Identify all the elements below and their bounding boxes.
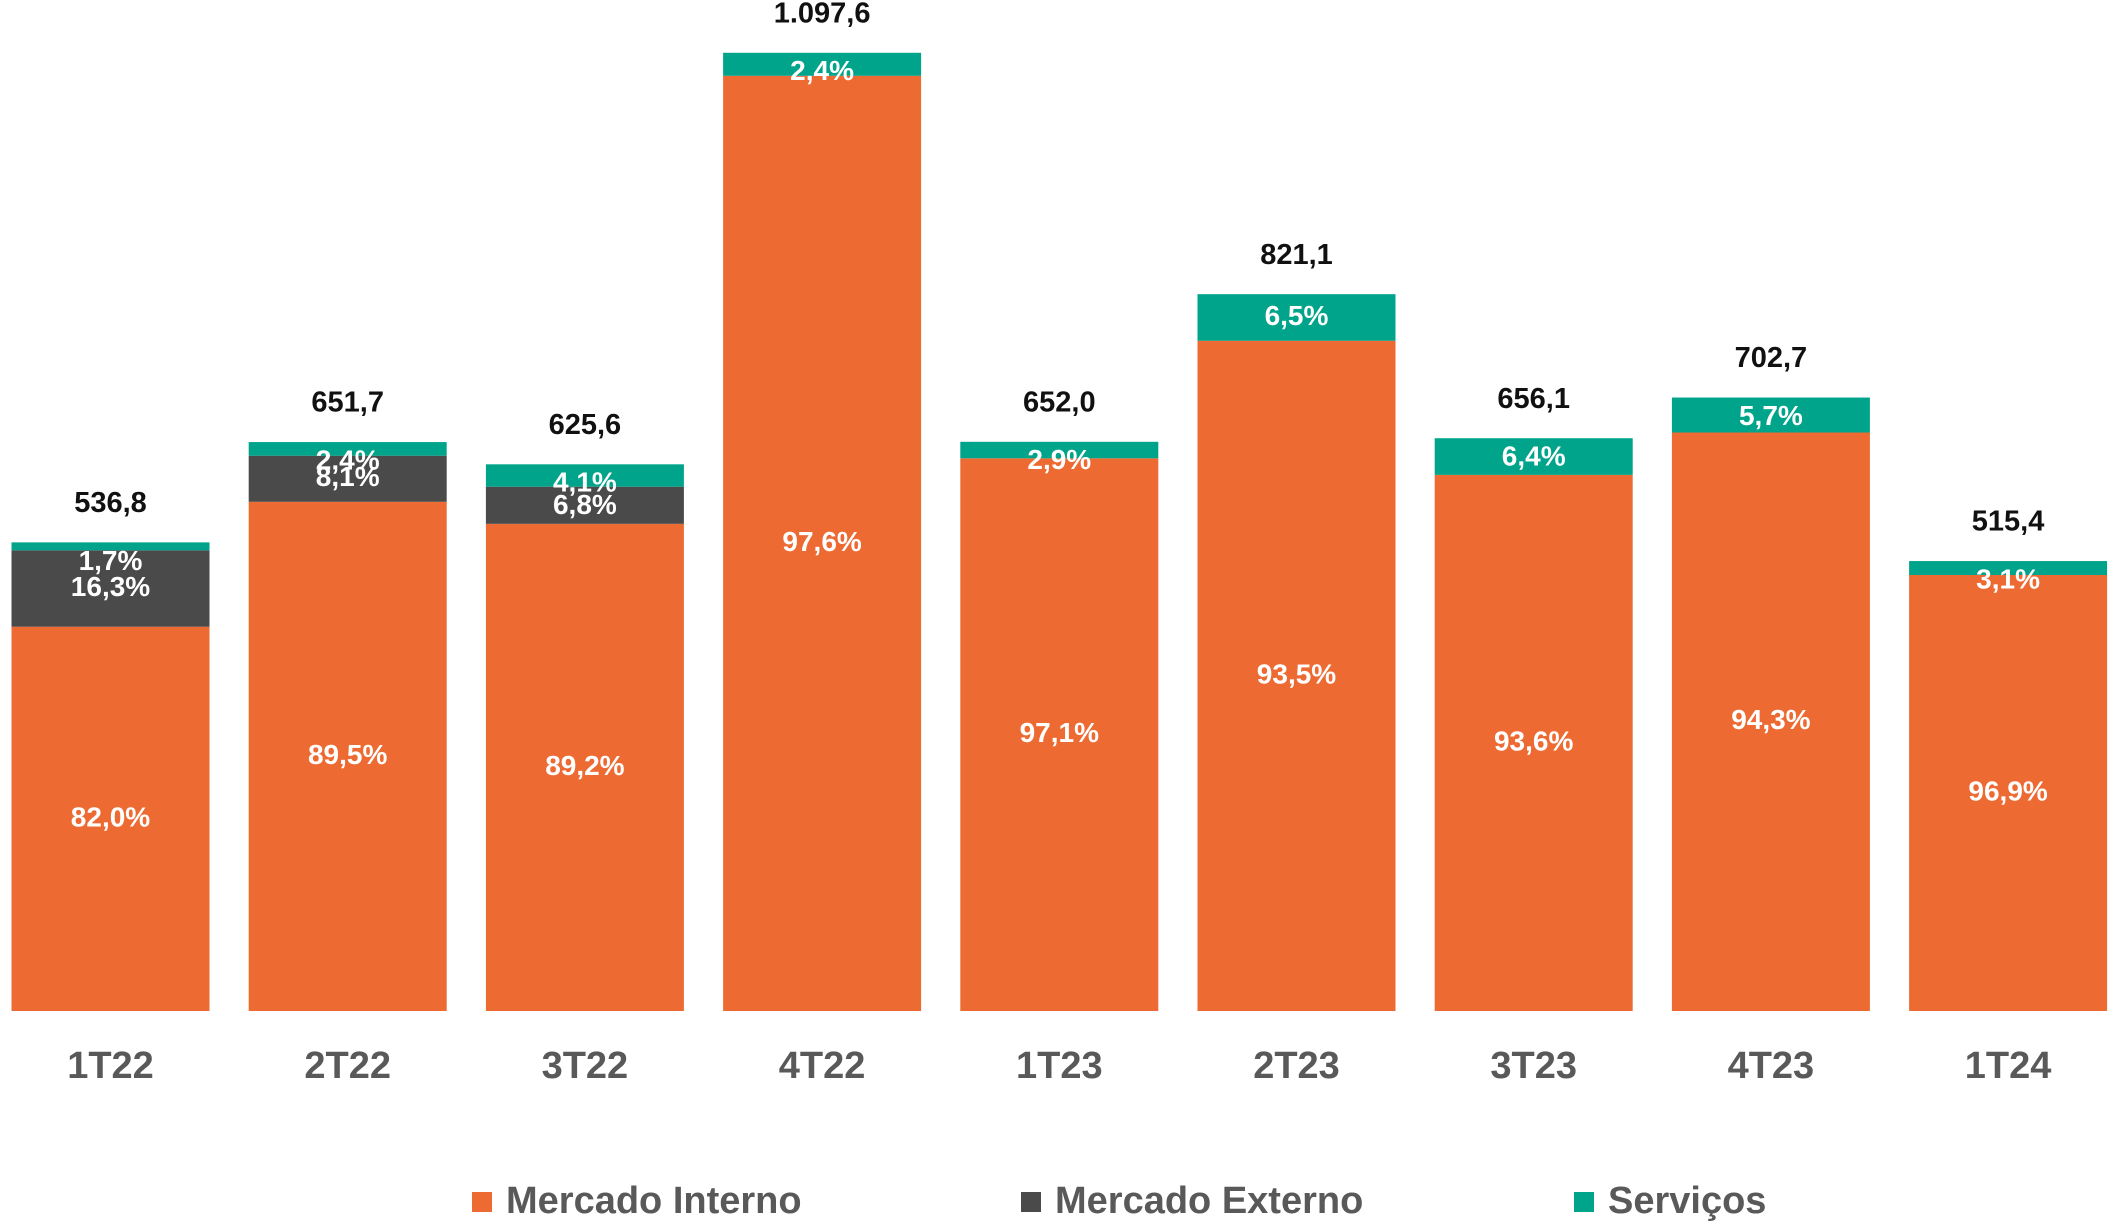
data-label: 97,1% [1020, 717, 1099, 748]
legend-swatch [1021, 1192, 1041, 1212]
data-label: 6,5% [1265, 300, 1329, 331]
data-label: 2,4% [316, 444, 380, 475]
data-label: 6,4% [1502, 441, 1566, 472]
data-label: 16,3% [71, 571, 150, 602]
data-label: 6,8% [553, 489, 617, 520]
bar-segment [1671, 432, 1870, 1011]
bar-segment [960, 441, 1159, 459]
x-tick-label: 3T22 [542, 1045, 629, 1087]
bar-segment [1909, 561, 2108, 576]
x-tick-label: 1T22 [67, 1045, 154, 1087]
total-label: 702,7 [1735, 342, 1808, 374]
bar-segment [960, 458, 1159, 1011]
data-label: 93,5% [1257, 658, 1336, 689]
total-label: 652,0 [1023, 386, 1096, 418]
bar-segment [11, 550, 210, 627]
bar-segment [1197, 294, 1396, 341]
data-label: 82,0% [71, 801, 150, 832]
data-label: 1,7% [79, 545, 143, 576]
data-label: 97,6% [782, 526, 861, 557]
data-label: 2,4% [790, 55, 854, 86]
bar-segment [1671, 397, 1870, 433]
bar-segment [11, 626, 210, 1011]
bar-segment [248, 442, 447, 456]
data-label: 5,7% [1739, 400, 1803, 431]
bar-segment [1197, 340, 1396, 1011]
bar-segment [723, 75, 922, 1011]
legend-swatch [1574, 1192, 1594, 1212]
total-label: 515,4 [1972, 506, 2045, 538]
total-label: 536,8 [74, 487, 147, 519]
total-label: 651,7 [311, 387, 384, 419]
data-label: 89,5% [308, 739, 387, 770]
x-tick-label: 2T23 [1253, 1045, 1340, 1087]
total-label: 656,1 [1497, 383, 1570, 415]
total-label: 1.097,6 [774, 0, 871, 29]
bar-segment [248, 501, 447, 1011]
legend-label: Serviços [1608, 1180, 1766, 1222]
x-tick-label: 4T23 [1728, 1045, 1815, 1087]
data-label: 93,6% [1494, 725, 1573, 756]
data-label: 4,1% [553, 467, 617, 498]
data-label: 89,2% [545, 750, 624, 781]
data-label: 2,9% [1027, 444, 1091, 475]
legend-label: Mercado Interno [506, 1180, 802, 1222]
bar-segment [485, 464, 684, 487]
x-tick-label: 1T23 [1016, 1045, 1103, 1087]
data-label: 3,1% [1976, 563, 2040, 594]
total-label: 625,6 [549, 409, 622, 441]
data-label: 96,9% [1968, 775, 2047, 806]
bar-segment [485, 523, 684, 1011]
legend-label: Mercado Externo [1055, 1180, 1363, 1222]
x-tick-label: 4T22 [779, 1045, 866, 1087]
x-tick-label: 3T23 [1490, 1045, 1577, 1087]
data-label: 94,3% [1731, 704, 1810, 735]
bar-segment [1434, 474, 1633, 1011]
bar-segment [723, 52, 922, 76]
data-label: 8,1% [316, 461, 380, 492]
x-tick-label: 2T22 [304, 1045, 391, 1087]
x-tick-label: 1T24 [1965, 1045, 2052, 1087]
legend-swatch [472, 1192, 492, 1212]
bar-segment [248, 455, 447, 502]
bar-segment [1909, 575, 2108, 1011]
bar-segment [11, 542, 210, 551]
bar-segment [1434, 438, 1633, 475]
bar-segment [485, 486, 684, 524]
total-label: 821,1 [1260, 239, 1333, 271]
